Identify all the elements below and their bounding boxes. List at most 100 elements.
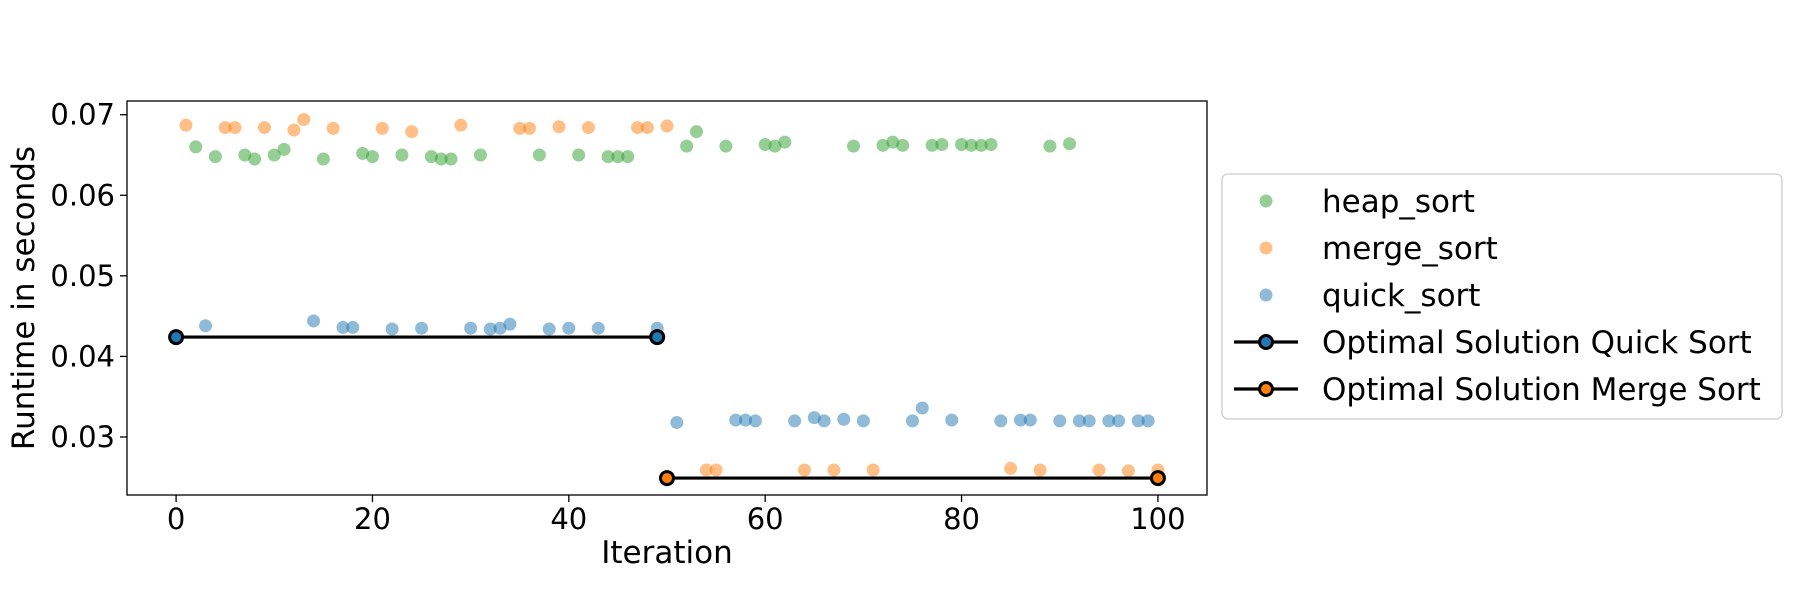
heap_sort-point bbox=[955, 138, 969, 152]
quick_sort-point bbox=[788, 414, 802, 428]
x-tick-label: 40 bbox=[550, 502, 587, 536]
legend-entry: merge_sort bbox=[1259, 231, 1498, 267]
heap_sort-point bbox=[974, 138, 988, 152]
heap_sort-point bbox=[473, 148, 487, 162]
merge_sort-point bbox=[1033, 463, 1047, 477]
merge_sort-point bbox=[797, 463, 811, 477]
heap_sort-point bbox=[768, 139, 782, 153]
legend-marker bbox=[1259, 194, 1273, 208]
heap_sort-point bbox=[434, 152, 448, 166]
merge_sort-point bbox=[297, 113, 311, 127]
legend-marker bbox=[1259, 241, 1273, 255]
heap_sort-point bbox=[532, 148, 546, 162]
legend-entry: Optimal Solution Quick Sort bbox=[1234, 325, 1752, 361]
legend-label: quick_sort bbox=[1322, 278, 1480, 314]
quick_sort-point bbox=[837, 412, 851, 426]
optimal-marker bbox=[1149, 470, 1166, 487]
quick_sort-point bbox=[817, 414, 831, 428]
heap_sort-point bbox=[444, 152, 458, 166]
quick_sort-point bbox=[1072, 414, 1086, 428]
legend-box bbox=[1221, 173, 1783, 420]
legend-marker bbox=[1259, 288, 1273, 302]
quick_sort-point bbox=[1013, 413, 1027, 427]
legend-label: merge_sort bbox=[1322, 231, 1498, 267]
heap_sort-point bbox=[267, 148, 281, 162]
merge_sort-point bbox=[640, 121, 654, 135]
quick_sort-point bbox=[483, 322, 497, 336]
y-tick-label: 0.04 bbox=[50, 339, 115, 373]
legend-label: heap_sort bbox=[1322, 184, 1475, 220]
optimal-marker bbox=[659, 470, 675, 487]
quick_sort-point bbox=[945, 413, 959, 427]
quick_sort-point bbox=[493, 321, 507, 335]
x-axis-ticks: 0 20 40 60 80 100 bbox=[167, 495, 1186, 536]
x-tick-label: 0 bbox=[167, 502, 185, 536]
heap_sort-point bbox=[896, 138, 910, 152]
merge_sort-point bbox=[513, 121, 527, 135]
merge_sort-point bbox=[866, 463, 880, 477]
merge_sort-point bbox=[523, 121, 537, 135]
quick_sort-point bbox=[915, 401, 929, 415]
optimal-marker bbox=[168, 329, 185, 346]
quick_sort-point bbox=[346, 320, 360, 334]
quick_sort-point bbox=[336, 320, 350, 334]
quick_sort-point bbox=[415, 321, 429, 335]
heap_sort-point bbox=[925, 138, 939, 152]
quick_sort-point bbox=[542, 322, 556, 336]
merge_sort-point bbox=[287, 123, 301, 137]
quick_sort-point bbox=[729, 413, 743, 427]
legend-label: Optimal Solution Quick Sort bbox=[1322, 325, 1752, 361]
quick_sort-point bbox=[856, 414, 870, 428]
optimal-solution-lines bbox=[168, 329, 1166, 487]
heap_sort-point bbox=[984, 138, 998, 152]
y-tick-label: 0.06 bbox=[50, 178, 115, 212]
optimal-marker bbox=[649, 329, 666, 346]
y-axis-ticks: 0.03 0.04 0.05 0.06 0.07 bbox=[50, 98, 127, 454]
quick_sort-point bbox=[307, 314, 321, 328]
quick_sort-point bbox=[739, 413, 753, 427]
heap_sort-point bbox=[886, 135, 900, 149]
quick_sort-point bbox=[1102, 414, 1116, 428]
merge_sort-point bbox=[375, 121, 389, 135]
quick_sort-point bbox=[1082, 414, 1096, 428]
merge_sort-point bbox=[827, 463, 841, 477]
quick_sort-point bbox=[670, 415, 684, 429]
merge_sort-point bbox=[709, 463, 723, 477]
heap_sort-point bbox=[964, 138, 978, 152]
y-tick-label: 0.07 bbox=[50, 98, 115, 132]
merge_sort-point bbox=[552, 120, 566, 134]
x-axis-label: Iteration bbox=[601, 535, 733, 571]
merge_sort-point bbox=[1004, 461, 1018, 475]
heap_sort-point bbox=[680, 139, 694, 153]
heap_sort-point bbox=[316, 152, 330, 166]
quick_sort-point bbox=[807, 411, 821, 425]
heap_sort-point bbox=[1043, 139, 1057, 153]
merge_sort-point bbox=[581, 121, 595, 135]
heap_sort-point bbox=[238, 148, 252, 162]
heap_sort-point bbox=[778, 135, 792, 149]
merge_sort-point bbox=[228, 121, 242, 135]
quick_sort-point bbox=[1141, 414, 1155, 428]
quick_sort-point bbox=[503, 317, 517, 331]
heap_sort-point bbox=[601, 150, 615, 164]
heap_sort-point bbox=[395, 148, 409, 162]
quick_sort-point bbox=[1131, 414, 1145, 428]
quick_sort-point bbox=[591, 321, 605, 335]
legend-entry: heap_sort bbox=[1259, 184, 1475, 220]
heap_sort-point bbox=[611, 150, 625, 164]
merge_sort-point bbox=[179, 118, 193, 132]
x-tick-label: 80 bbox=[943, 502, 980, 536]
x-tick-label: 100 bbox=[1130, 502, 1185, 536]
merge_sort-point bbox=[257, 121, 271, 135]
y-tick-label: 0.03 bbox=[50, 420, 115, 454]
merge_sort-point bbox=[699, 463, 713, 477]
quick_sort-point bbox=[199, 319, 213, 333]
quick_sort-point bbox=[562, 321, 576, 335]
heap_sort-point bbox=[365, 150, 379, 164]
quick_sort-point bbox=[385, 322, 399, 336]
merge_sort-point bbox=[218, 121, 232, 135]
heap_sort-point bbox=[847, 139, 861, 153]
legend-label: Optimal Solution Merge Sort bbox=[1322, 372, 1761, 408]
merge_sort-point bbox=[660, 119, 674, 133]
